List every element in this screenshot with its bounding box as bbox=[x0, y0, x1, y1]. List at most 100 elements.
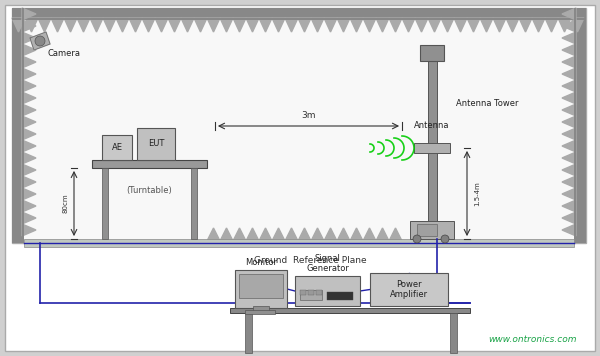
Polygon shape bbox=[298, 228, 311, 241]
Polygon shape bbox=[103, 18, 116, 32]
Polygon shape bbox=[22, 128, 36, 140]
Polygon shape bbox=[562, 188, 576, 200]
Polygon shape bbox=[25, 18, 38, 32]
Polygon shape bbox=[571, 18, 584, 32]
Polygon shape bbox=[64, 18, 77, 32]
Text: Signal
Generator: Signal Generator bbox=[306, 253, 349, 273]
Polygon shape bbox=[532, 18, 545, 32]
Text: Antenna: Antenna bbox=[414, 121, 450, 130]
Polygon shape bbox=[562, 164, 576, 176]
Polygon shape bbox=[220, 228, 233, 241]
Polygon shape bbox=[562, 140, 576, 152]
Polygon shape bbox=[480, 18, 493, 32]
Text: Power
Amplifier: Power Amplifier bbox=[390, 280, 428, 299]
Text: 3m: 3m bbox=[301, 111, 316, 120]
Text: AE: AE bbox=[112, 143, 122, 152]
Polygon shape bbox=[207, 18, 220, 32]
Bar bbox=[102, 168, 108, 239]
Polygon shape bbox=[22, 164, 36, 176]
Polygon shape bbox=[350, 228, 363, 241]
Bar bbox=[22, 8, 24, 243]
Bar bbox=[137, 128, 175, 160]
Text: 80cm: 80cm bbox=[63, 194, 69, 213]
Text: (Turntable): (Turntable) bbox=[127, 185, 172, 194]
Bar bbox=[300, 290, 322, 300]
Bar bbox=[230, 308, 470, 313]
Polygon shape bbox=[116, 18, 129, 32]
Polygon shape bbox=[376, 228, 389, 241]
Text: Monitor: Monitor bbox=[245, 258, 277, 267]
Bar bbox=[12, 8, 586, 18]
Polygon shape bbox=[545, 18, 558, 32]
Bar bbox=[239, 274, 283, 298]
Polygon shape bbox=[207, 228, 220, 241]
Polygon shape bbox=[22, 68, 36, 80]
Polygon shape bbox=[22, 8, 36, 20]
Circle shape bbox=[413, 235, 421, 243]
Polygon shape bbox=[22, 44, 36, 56]
Polygon shape bbox=[30, 32, 50, 50]
Bar bbox=[102, 135, 132, 160]
Bar bbox=[370, 273, 448, 306]
Bar bbox=[450, 313, 457, 353]
Polygon shape bbox=[155, 18, 168, 32]
Polygon shape bbox=[311, 18, 324, 32]
Polygon shape bbox=[22, 116, 36, 128]
Text: Camera: Camera bbox=[48, 49, 81, 58]
Bar bbox=[428, 53, 437, 223]
Polygon shape bbox=[272, 228, 285, 241]
Bar bbox=[12, 18, 586, 20]
Polygon shape bbox=[298, 18, 311, 32]
Polygon shape bbox=[194, 18, 207, 32]
Polygon shape bbox=[506, 18, 519, 32]
Polygon shape bbox=[129, 18, 142, 32]
Bar bbox=[316, 290, 322, 295]
Polygon shape bbox=[22, 152, 36, 164]
Polygon shape bbox=[22, 56, 36, 68]
Polygon shape bbox=[90, 18, 103, 32]
Polygon shape bbox=[562, 20, 576, 32]
Text: www.ontronics.com: www.ontronics.com bbox=[488, 335, 577, 344]
Polygon shape bbox=[562, 116, 576, 128]
Polygon shape bbox=[77, 18, 90, 32]
Bar bbox=[308, 290, 314, 295]
Bar bbox=[414, 143, 450, 153]
Polygon shape bbox=[562, 200, 576, 212]
Polygon shape bbox=[22, 212, 36, 224]
Polygon shape bbox=[181, 18, 194, 32]
Polygon shape bbox=[285, 18, 298, 32]
Polygon shape bbox=[562, 8, 576, 20]
Polygon shape bbox=[233, 18, 246, 32]
Polygon shape bbox=[337, 228, 350, 241]
Polygon shape bbox=[363, 18, 376, 32]
Polygon shape bbox=[389, 18, 402, 32]
Polygon shape bbox=[22, 140, 36, 152]
Polygon shape bbox=[562, 152, 576, 164]
Polygon shape bbox=[22, 32, 36, 44]
Polygon shape bbox=[562, 128, 576, 140]
Bar bbox=[420, 45, 444, 61]
Polygon shape bbox=[12, 18, 25, 32]
Bar bbox=[574, 8, 576, 243]
Circle shape bbox=[35, 36, 45, 46]
Polygon shape bbox=[22, 80, 36, 92]
Polygon shape bbox=[562, 224, 576, 236]
Text: Antenna Tower: Antenna Tower bbox=[456, 99, 518, 108]
Polygon shape bbox=[562, 44, 576, 56]
Polygon shape bbox=[415, 18, 428, 32]
Bar bbox=[327, 292, 353, 300]
Polygon shape bbox=[220, 18, 233, 32]
Polygon shape bbox=[22, 92, 36, 104]
Polygon shape bbox=[259, 18, 272, 32]
Bar bbox=[235, 270, 287, 308]
Bar bbox=[191, 168, 197, 239]
Polygon shape bbox=[376, 18, 389, 32]
Bar bbox=[417, 224, 437, 236]
Polygon shape bbox=[38, 18, 51, 32]
Bar bbox=[245, 310, 275, 314]
Bar bbox=[12, 8, 586, 243]
Polygon shape bbox=[402, 18, 415, 32]
Text: 1.5-4m: 1.5-4m bbox=[474, 181, 480, 206]
Bar bbox=[295, 276, 360, 306]
Bar bbox=[12, 8, 22, 243]
